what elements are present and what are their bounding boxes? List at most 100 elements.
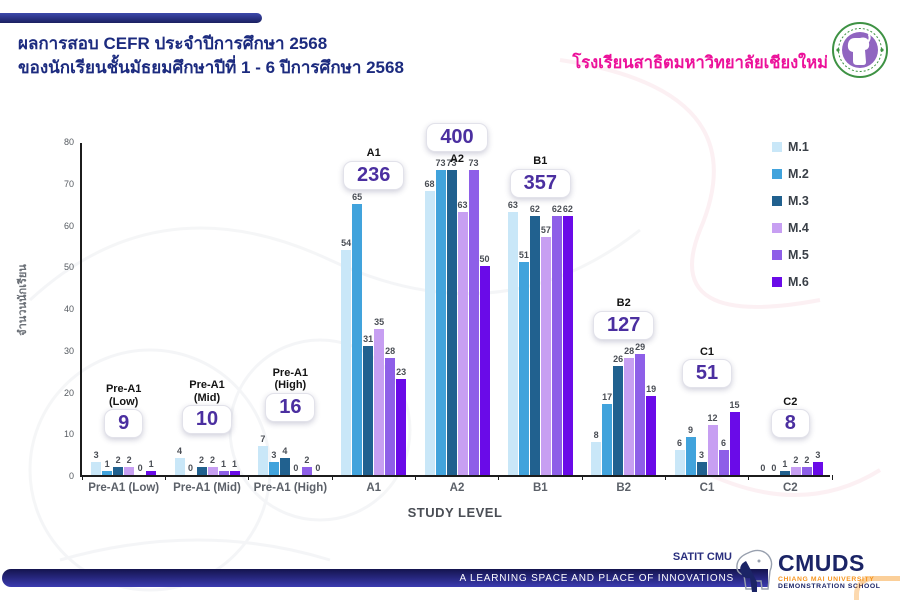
cmuds-school-line: DEMONSTRATION SCHOOL bbox=[778, 583, 881, 590]
total-callout-level-label: B1 bbox=[533, 155, 548, 168]
bar-M.1-Pre-A1 (Mid) bbox=[174, 458, 185, 475]
total-callout-level-label: C1 bbox=[699, 345, 715, 358]
legend-swatch-M.6 bbox=[772, 277, 782, 287]
total-callout-value: 127 bbox=[606, 313, 641, 336]
bar-value-label: 62 bbox=[562, 204, 573, 215]
legend-swatch-M.3 bbox=[772, 196, 782, 206]
bar-value-label: 2 bbox=[793, 454, 799, 465]
legend-item-M.5: M.5 bbox=[772, 248, 809, 262]
bar-M.6-Pre-A1 (Mid) bbox=[229, 470, 240, 475]
bar-M.6-A1 bbox=[396, 378, 407, 475]
bar-M.2-A1 bbox=[352, 203, 363, 475]
bar-M.6-A2 bbox=[479, 266, 490, 475]
bar-M.5-Pre-A1 (High) bbox=[301, 466, 312, 475]
total-callout-level-label: Pre-A1 (Mid) bbox=[189, 379, 225, 404]
x-category-label: Pre-A1 (Mid) bbox=[173, 482, 241, 494]
satit-cmu-label: SATIT CMU bbox=[672, 551, 732, 563]
total-callout-C2: C2 8 bbox=[742, 395, 838, 439]
total-callout-box: 8 bbox=[770, 409, 810, 439]
y-tick-label: 80 bbox=[63, 137, 74, 147]
bar-value-label: 2 bbox=[198, 454, 204, 465]
bar-value-label: 8 bbox=[593, 429, 599, 440]
page-title: ผลการสอบ CEFR ประจำปีการศึกษา 2568 ของนั… bbox=[18, 32, 538, 80]
x-axis-tick bbox=[414, 475, 416, 480]
cmuds-elephant-icon bbox=[736, 549, 773, 592]
cmuds-logo: CMUDS CHIANG MAI UNIVERSITY DEMONSTRATIO… bbox=[734, 546, 894, 596]
top-accent-bar bbox=[0, 13, 262, 23]
y-tick-label: 70 bbox=[63, 178, 74, 189]
x-category-label: A2 bbox=[449, 482, 465, 494]
x-axis-tick bbox=[748, 475, 750, 480]
corner-accent-curve bbox=[854, 576, 900, 600]
bar-value-label: 2 bbox=[209, 454, 215, 465]
bar-M.1-A2 bbox=[424, 191, 435, 475]
x-category-label: C1 bbox=[699, 482, 715, 494]
title-line-2: ของนักเรียนชั้นมัธยมศึกษาปีที่ 1 - 6 ปีก… bbox=[18, 57, 404, 77]
bar-value-label: 73 bbox=[468, 158, 479, 169]
bar-M.3-Pre-A1 (Mid) bbox=[196, 466, 207, 475]
bar-value-label: 2 bbox=[304, 454, 310, 465]
bar-value-label: 0 bbox=[187, 463, 193, 473]
bar-M.4-Pre-A1 (Low) bbox=[124, 466, 135, 475]
y-tick-label: 50 bbox=[63, 262, 74, 273]
bar-value-label: 0 bbox=[315, 463, 321, 473]
x-category-label: Pre-A1 (Low) bbox=[88, 482, 160, 494]
total-callout-value: 357 bbox=[523, 171, 558, 194]
legend-label-M.6: M.6 bbox=[788, 275, 809, 289]
total-callout-A2: 400 A2 bbox=[409, 122, 505, 167]
bar-M.5-C1 bbox=[718, 449, 729, 475]
total-callout-value: 9 bbox=[118, 412, 130, 435]
bar-value-label: 65 bbox=[352, 191, 363, 202]
bar-M.1-A1 bbox=[341, 249, 352, 475]
bar-value-label: 35 bbox=[374, 316, 385, 327]
bar-value-label: 4 bbox=[282, 446, 288, 457]
bar-value-label: 50 bbox=[479, 254, 490, 265]
bar-M.4-A1 bbox=[374, 328, 385, 475]
bar-M.2-A2 bbox=[435, 170, 446, 475]
legend-item-M.2: M.2 bbox=[772, 167, 809, 181]
x-axis-tick bbox=[248, 475, 250, 480]
total-callout-level-label: C2 bbox=[783, 395, 798, 408]
bar-value-label: 1 bbox=[782, 458, 788, 469]
bar-value-label: 6 bbox=[676, 437, 682, 448]
total-callout-box: 236 bbox=[342, 160, 405, 190]
bar-value-label: 2 bbox=[804, 454, 810, 465]
bar-M.6-C2 bbox=[812, 462, 823, 475]
legend-label-M.3: M.3 bbox=[788, 194, 809, 208]
legend-swatch-M.1 bbox=[772, 142, 782, 152]
bar-value-label: 3 bbox=[271, 450, 277, 461]
bar-value-label: 29 bbox=[635, 341, 646, 352]
y-axis-label: จำนวนนักเรียน bbox=[17, 264, 29, 336]
bar-value-label: 28 bbox=[385, 346, 396, 357]
bar-M.4-C2 bbox=[790, 466, 801, 475]
bar-value-label: 31 bbox=[363, 333, 374, 344]
bar-value-label: 12 bbox=[707, 412, 718, 423]
bar-M.2-Pre-A1 (Low) bbox=[102, 470, 113, 475]
y-tick-label: 0 bbox=[68, 471, 74, 481]
x-axis-tick bbox=[164, 475, 166, 480]
bar-M.5-A1 bbox=[385, 358, 396, 475]
x-axis-tick bbox=[498, 475, 500, 480]
total-callout-box: 357 bbox=[509, 168, 572, 198]
y-tick-label: 30 bbox=[63, 345, 74, 356]
total-callout-value: 51 bbox=[695, 362, 719, 385]
y-tick-label: 20 bbox=[63, 387, 74, 398]
bar-value-label: 28 bbox=[624, 346, 635, 357]
bar-value-label: 2 bbox=[126, 454, 132, 465]
total-callout-level-label: A1 bbox=[366, 146, 381, 159]
total-callout-value: 8 bbox=[784, 412, 796, 435]
total-callout-value: 16 bbox=[279, 395, 302, 418]
footer-banner-text: A LEARNING SPACE AND PLACE OF INNOVATION… bbox=[459, 572, 734, 584]
total-callout-Pre-A1 (Low): Pre-A1 (Low) 9 bbox=[76, 382, 172, 439]
bar-value-label: 0 bbox=[293, 463, 299, 473]
bar-M.6-C1 bbox=[729, 412, 740, 475]
bar-M.3-B2 bbox=[613, 366, 624, 475]
bar-value-label: 7 bbox=[260, 433, 266, 444]
total-callout-value: 10 bbox=[195, 408, 219, 431]
bar-value-label: 0 bbox=[760, 463, 766, 473]
x-category-label: Pre-A1 (High) bbox=[253, 482, 328, 494]
total-callout-C1: C1 51 bbox=[659, 345, 755, 389]
total-callout-B1: B1 357 bbox=[492, 154, 588, 198]
bar-value-label: 73 bbox=[446, 158, 457, 169]
x-category-label: C2 bbox=[782, 482, 798, 494]
